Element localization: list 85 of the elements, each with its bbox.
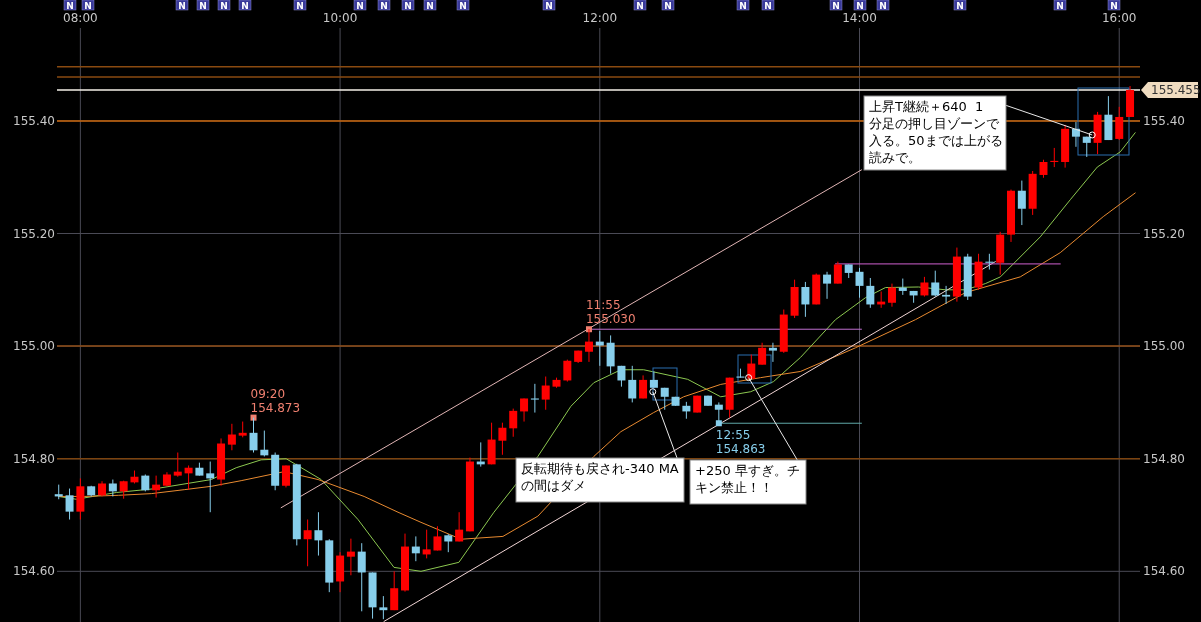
y2-tick-label: 155.40 xyxy=(1143,113,1185,128)
text: N xyxy=(241,0,249,11)
candlestick xyxy=(1039,159,1048,179)
candlestick xyxy=(758,342,767,366)
text: N xyxy=(199,0,207,11)
candlestick xyxy=(1115,106,1124,141)
candlestick xyxy=(530,383,539,414)
y-tick-label: 155.20 xyxy=(13,226,55,241)
annotation: 12:55 154.863 xyxy=(715,428,766,457)
candlestick xyxy=(855,267,864,299)
candlestick xyxy=(1017,180,1026,226)
y2-tick-label: 154.80 xyxy=(1143,451,1185,466)
candlestick xyxy=(649,370,658,389)
text: N xyxy=(66,0,74,11)
candlestick xyxy=(1071,121,1080,148)
candlestick xyxy=(444,533,453,553)
text: N xyxy=(1056,0,1064,11)
y-tick-label: 154.60 xyxy=(13,564,55,579)
candlestick xyxy=(628,365,637,403)
text: N xyxy=(356,0,364,11)
candlestick xyxy=(173,452,182,478)
candlestick xyxy=(606,334,615,375)
annotation: +250 早すぎ。チキン禁止！！ xyxy=(695,463,800,495)
candlestick xyxy=(422,529,431,559)
candlestick xyxy=(346,538,355,576)
text: N xyxy=(178,0,186,11)
y-tick-label: 155.40 xyxy=(13,113,55,128)
candlestick xyxy=(563,359,572,383)
candlestick xyxy=(498,422,507,456)
text: N xyxy=(764,0,772,11)
text: N xyxy=(296,0,304,11)
y2-tick-label: 154.60 xyxy=(1143,564,1185,579)
text: N xyxy=(426,0,434,11)
x-tick-label: 08:00 xyxy=(63,11,98,25)
x-tick-label: 12:00 xyxy=(582,11,618,25)
candlestick xyxy=(249,417,258,454)
candlestick xyxy=(541,376,550,411)
candlestick xyxy=(887,283,896,308)
candlestick xyxy=(595,330,604,367)
text: N xyxy=(1110,0,1118,11)
candlestick xyxy=(357,542,366,612)
y-tick-label: 154.80 xyxy=(13,451,55,466)
y2-tick-label: 155.20 xyxy=(1143,226,1185,241)
candlestick xyxy=(227,423,236,451)
candlestick xyxy=(833,261,842,285)
candlestick xyxy=(714,401,723,424)
text: N xyxy=(879,0,887,11)
text: N xyxy=(84,0,92,11)
candlestick xyxy=(801,281,810,318)
candlestick xyxy=(303,519,312,567)
candlestick xyxy=(942,285,951,305)
candlestick xyxy=(206,461,215,513)
candlestick xyxy=(920,276,929,298)
annotation: 上昇T継続＋640 1分足の押し目ゾーンで入る。50までは上がる読みで。 xyxy=(869,99,1003,165)
x-tick-label: 14:00 xyxy=(842,11,877,25)
candlestick xyxy=(65,488,74,521)
annotation: 反転期待も戻され-340 MAの間はダメ xyxy=(521,461,679,493)
candlestick xyxy=(379,595,388,620)
text: N xyxy=(380,0,388,11)
annotation: 09:20 154.873 xyxy=(250,386,301,415)
candlestick xyxy=(390,570,399,611)
candlestick xyxy=(866,277,875,309)
candlestick xyxy=(931,270,940,298)
text: N xyxy=(664,0,672,11)
candlestick xyxy=(281,464,290,488)
text: N xyxy=(459,0,467,11)
text: N xyxy=(856,0,864,11)
text: N xyxy=(404,0,412,11)
text: N xyxy=(636,0,644,11)
x-tick-label: 10:00 xyxy=(322,11,358,25)
x-tick-label: 16:00 xyxy=(1101,11,1137,25)
y2-tick-label: 155.00 xyxy=(1143,339,1185,354)
candlestick xyxy=(768,342,777,363)
text: N xyxy=(739,0,747,11)
candlestick xyxy=(433,525,442,551)
y-tick-label: 155.00 xyxy=(13,339,55,354)
text: N xyxy=(220,0,228,11)
candlestick xyxy=(314,511,323,557)
candlestick xyxy=(823,271,832,300)
candlestick xyxy=(455,511,464,542)
text: N xyxy=(545,0,553,11)
text: N xyxy=(956,0,964,11)
candlestick xyxy=(509,408,518,438)
text: N xyxy=(832,0,840,11)
candlestick xyxy=(520,397,529,423)
